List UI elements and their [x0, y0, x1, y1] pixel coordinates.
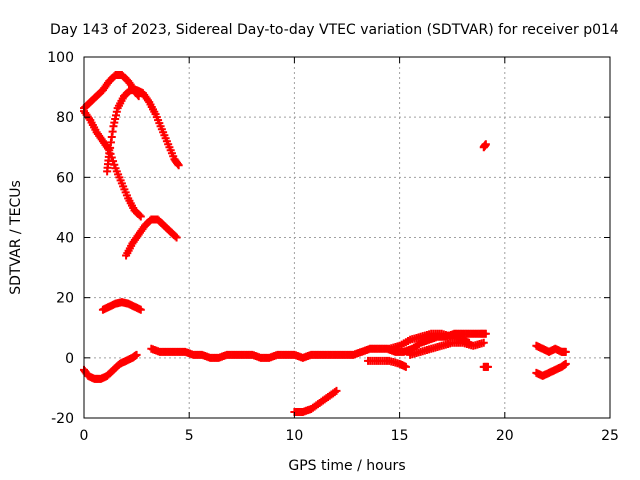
data-point: [136, 212, 145, 221]
data-point: [561, 359, 570, 368]
y-tick-label: 60: [56, 170, 74, 186]
data-point: [481, 329, 490, 338]
y-tick-label: 80: [56, 110, 74, 126]
y-axis-label: SDTVAR / TECUs: [8, 180, 24, 295]
series-late-cluster-lower: [532, 359, 570, 380]
data-point: [174, 161, 183, 170]
data-point: [136, 305, 145, 314]
data-point: [561, 347, 570, 356]
x-axis-label: GPS time / hours: [288, 458, 405, 474]
series-isolated-low: [479, 362, 492, 371]
x-tick-label: 0: [80, 428, 89, 444]
y-tick-label: 40: [56, 231, 74, 247]
data-point: [483, 362, 492, 371]
data-point: [401, 362, 410, 371]
data-point: [332, 386, 341, 395]
data-point: [172, 233, 181, 242]
series-cluster-lower-branch: [406, 338, 488, 359]
series-cluster-dip: [364, 356, 410, 371]
x-tick-label: 20: [496, 428, 514, 444]
data-point: [171, 232, 180, 241]
x-tick-label: 25: [601, 428, 619, 444]
series-arc-mid: [122, 215, 181, 260]
y-tick-label: -20: [51, 411, 74, 427]
axis-ticks: 0 5 10 15 20 25 -20 0 20 40 60 80 100: [47, 50, 619, 444]
y-tick-label: 100: [47, 50, 74, 66]
series-isolated-high: [479, 140, 490, 152]
series-arc-negative: [290, 386, 341, 416]
data-points: [80, 71, 570, 416]
series-arc-near-zero-early: [80, 350, 141, 383]
y-tick-label: 0: [65, 351, 74, 367]
data-point: [135, 211, 144, 220]
y-tick-label: 20: [56, 291, 74, 307]
x-tick-label: 10: [285, 428, 303, 444]
x-tick-label: 5: [185, 428, 194, 444]
chart-title: Day 143 of 2023, Sidereal Day-to-day VTE…: [50, 22, 619, 38]
data-point: [132, 350, 141, 359]
series-arc-rise-fall: [103, 86, 183, 176]
series-late-cluster: [532, 341, 570, 356]
data-point: [481, 140, 490, 149]
data-point: [479, 338, 488, 347]
x-tick-label: 15: [391, 428, 409, 444]
series-arc-low: [98, 298, 145, 314]
series-cluster-main: [147, 329, 490, 362]
